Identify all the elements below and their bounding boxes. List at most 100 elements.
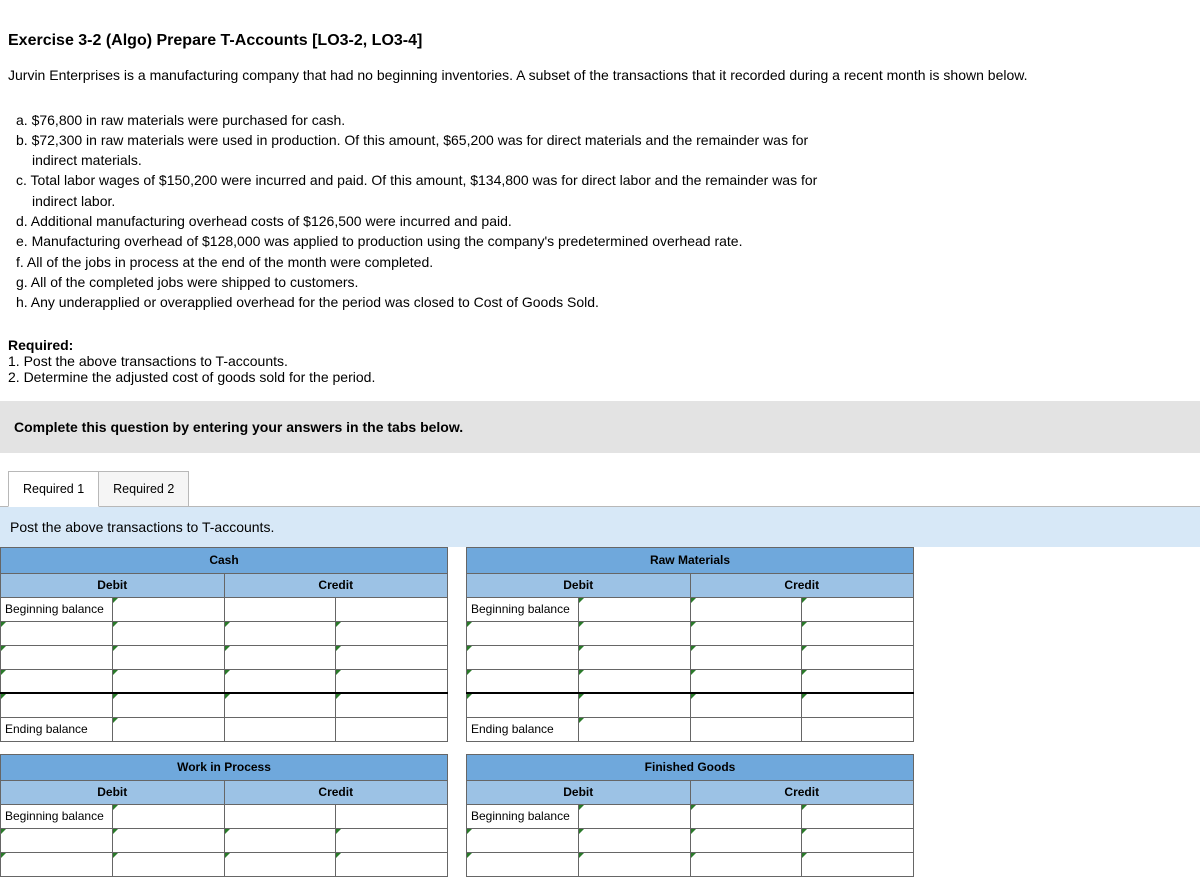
cash-r1-dv[interactable] [112, 621, 224, 645]
wip-r2-cl[interactable] [224, 852, 336, 876]
fg-r1-dv[interactable] [578, 828, 690, 852]
raw-end-debit[interactable] [578, 717, 690, 741]
raw-r4-cv[interactable] [802, 693, 914, 717]
raw-r2-cl[interactable] [690, 645, 802, 669]
raw-end-label: Ending balance [467, 717, 579, 741]
cash-r3-cv[interactable] [336, 669, 448, 693]
fg-beg-debit[interactable] [578, 804, 690, 828]
cash-r1-dl[interactable] [1, 621, 113, 645]
fg-beg-cv[interactable] [802, 804, 914, 828]
txn-c: c. Total labor wages of $150,200 were in… [8, 170, 1192, 190]
txn-f: f. All of the jobs in process at the end… [8, 252, 1192, 272]
cash-r1-cl[interactable] [224, 621, 336, 645]
raw-end-cl [690, 717, 802, 741]
tabs-container: Required 1 Required 2 [8, 471, 1200, 507]
beginning-balance-label: Beginning balance [1, 597, 113, 621]
tab-required-1[interactable]: Required 1 [8, 471, 99, 507]
raw-beg-cl[interactable] [690, 597, 802, 621]
fg-r2-dv[interactable] [578, 852, 690, 876]
cash-r4-cv[interactable] [336, 693, 448, 717]
fg-r1-dl[interactable] [467, 828, 579, 852]
cash-r3-dl[interactable] [1, 669, 113, 693]
t-account-wip: Work in Process Debit Credit Beginning b… [0, 754, 448, 877]
cash-beg-debit[interactable] [112, 597, 224, 621]
wip-r2-dv[interactable] [112, 852, 224, 876]
raw-r1-cl[interactable] [690, 621, 802, 645]
credit-header-fg: Credit [690, 780, 914, 804]
cash-beg-credit [336, 597, 448, 621]
cash-beg-credit-label [224, 597, 336, 621]
raw-r1-cv[interactable] [802, 621, 914, 645]
debit-header-fg: Debit [467, 780, 691, 804]
account-name-cash: Cash [1, 547, 448, 573]
raw-beg-label: Beginning balance [467, 597, 579, 621]
sub-instruction: Post the above transactions to T-account… [0, 506, 1200, 547]
wip-r2-dl[interactable] [1, 852, 113, 876]
fg-r1-cv[interactable] [802, 828, 914, 852]
txn-a: a. $76,800 in raw materials were purchas… [8, 110, 1192, 130]
fg-beg-cl[interactable] [690, 804, 802, 828]
raw-r1-dv[interactable] [578, 621, 690, 645]
raw-r1-dl[interactable] [467, 621, 579, 645]
cash-r2-dv[interactable] [112, 645, 224, 669]
txn-h: h. Any underapplied or overapplied overh… [8, 292, 1192, 312]
cash-r4-dv[interactable] [112, 693, 224, 717]
t-account-raw-materials: Raw Materials Debit Credit Beginning bal… [466, 547, 914, 742]
wip-beg-cv [336, 804, 448, 828]
raw-r4-dl[interactable] [467, 693, 579, 717]
credit-header-wip: Credit [224, 780, 448, 804]
account-name-wip: Work in Process [1, 754, 448, 780]
debit-header: Debit [1, 573, 225, 597]
wip-r1-dl[interactable] [1, 828, 113, 852]
cash-r2-dl[interactable] [1, 645, 113, 669]
raw-r2-dv[interactable] [578, 645, 690, 669]
fg-r1-cl[interactable] [690, 828, 802, 852]
raw-r3-cl[interactable] [690, 669, 802, 693]
cash-r3-cl[interactable] [224, 669, 336, 693]
credit-header-raw: Credit [690, 573, 914, 597]
tab-required-2[interactable]: Required 2 [98, 471, 189, 507]
txn-b-cont: indirect materials. [8, 150, 1192, 170]
required-item-2: 2. Determine the adjusted cost of goods … [8, 369, 1192, 385]
transaction-list: a. $76,800 in raw materials were purchas… [8, 110, 1192, 313]
txn-d: d. Additional manufacturing overhead cos… [8, 211, 1192, 231]
wip-beg-debit[interactable] [112, 804, 224, 828]
raw-r4-cl[interactable] [690, 693, 802, 717]
cash-r3-dv[interactable] [112, 669, 224, 693]
raw-beg-debit[interactable] [578, 597, 690, 621]
wip-r1-cl[interactable] [224, 828, 336, 852]
fg-beg-label: Beginning balance [467, 804, 579, 828]
fg-r2-cl[interactable] [690, 852, 802, 876]
cash-end-cv [336, 717, 448, 741]
fg-r2-dl[interactable] [467, 852, 579, 876]
wip-r1-dv[interactable] [112, 828, 224, 852]
wip-r2-cv[interactable] [336, 852, 448, 876]
cash-r4-dl[interactable] [1, 693, 113, 717]
cash-r2-cl[interactable] [224, 645, 336, 669]
txn-c-cont: indirect labor. [8, 191, 1192, 211]
t-account-finished-goods: Finished Goods Debit Credit Beginning ba… [466, 754, 914, 877]
t-account-cash: Cash Debit Credit Beginning balance Endi… [0, 547, 448, 742]
fg-r2-cv[interactable] [802, 852, 914, 876]
required-item-1: 1. Post the above transactions to T-acco… [8, 353, 1192, 369]
raw-end-cv [802, 717, 914, 741]
instruction-bar: Complete this question by entering your … [0, 401, 1200, 453]
txn-g: g. All of the completed jobs were shippe… [8, 272, 1192, 292]
debit-header-wip: Debit [1, 780, 225, 804]
cash-r2-cv[interactable] [336, 645, 448, 669]
raw-r2-cv[interactable] [802, 645, 914, 669]
raw-r3-dv[interactable] [578, 669, 690, 693]
cash-end-debit[interactable] [112, 717, 224, 741]
raw-r3-dl[interactable] [467, 669, 579, 693]
cash-r1-cv[interactable] [336, 621, 448, 645]
required-block: Required: 1. Post the above transactions… [8, 337, 1192, 385]
wip-r1-cv[interactable] [336, 828, 448, 852]
wip-beg-label: Beginning balance [1, 804, 113, 828]
raw-r3-cv[interactable] [802, 669, 914, 693]
cash-r4-cl[interactable] [224, 693, 336, 717]
raw-beg-cv[interactable] [802, 597, 914, 621]
account-name-raw: Raw Materials [467, 547, 914, 573]
wip-beg-cl [224, 804, 336, 828]
raw-r4-dv[interactable] [578, 693, 690, 717]
raw-r2-dl[interactable] [467, 645, 579, 669]
